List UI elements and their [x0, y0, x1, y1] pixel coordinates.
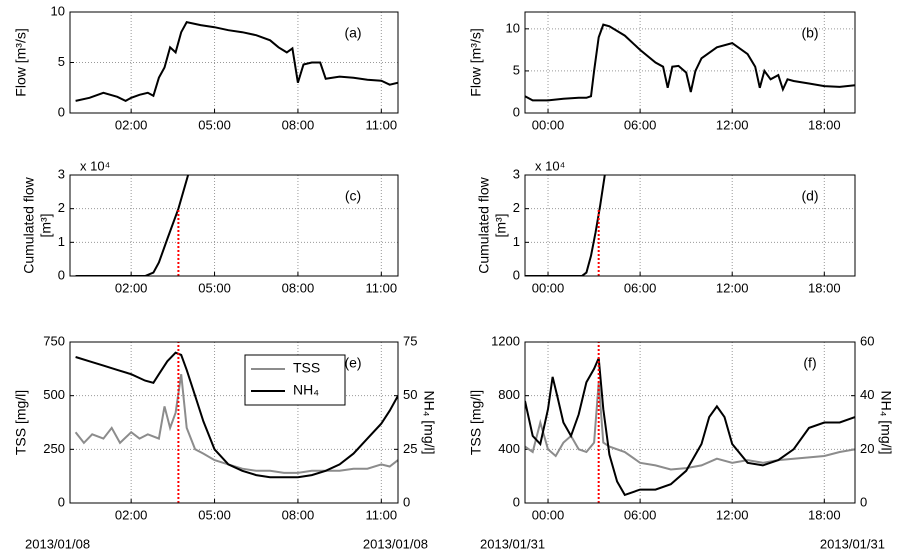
- y-tick-label: 250: [43, 441, 65, 456]
- y-axis-label: Cumulated flow: [21, 176, 37, 273]
- x-tick-label: 18:00: [808, 117, 841, 132]
- y2-tick-label: 75: [403, 333, 417, 348]
- y2-tick-label: 50: [403, 387, 417, 402]
- y-tick-label: 750: [43, 333, 65, 348]
- data-line: [75, 351, 398, 479]
- axis-multiplier: x 10⁴: [80, 158, 110, 173]
- plot-frame: [69, 341, 399, 504]
- x-tick-label: 18:00: [808, 280, 841, 295]
- panel-label: (d): [801, 188, 818, 204]
- y-tick-label: 10: [506, 20, 520, 35]
- panel-label: (c): [345, 188, 361, 204]
- legend-box: [244, 354, 346, 406]
- x-tick-label: 02:00: [115, 507, 148, 522]
- data-line: [525, 175, 606, 276]
- x-tick-label: 05:00: [198, 280, 231, 295]
- x-tick-label: 00:00: [532, 117, 565, 132]
- date-label: 2013/01/08: [363, 536, 428, 551]
- y-tick-label: 1200: [491, 333, 520, 348]
- x-tick-label: 00:00: [532, 507, 565, 522]
- legend-label: TSS: [293, 360, 320, 376]
- plot-frame: [524, 11, 856, 114]
- panel-label: (a): [344, 25, 361, 41]
- y-tick-label: 500: [43, 387, 65, 402]
- y-tick-label: 0: [58, 104, 65, 119]
- y-tick-label: 0: [513, 104, 520, 119]
- y-tick-label: 2: [58, 200, 65, 215]
- data-line: [525, 357, 855, 497]
- y-tick-label: 3: [58, 166, 65, 181]
- data-line: [74, 374, 398, 474]
- y2-tick-label: 20: [860, 441, 874, 456]
- y-axis-label: Flow [m³/s]: [13, 28, 29, 96]
- x-tick-label: 11:00: [366, 507, 398, 522]
- y-axis-label: Flow [m³/s]: [468, 28, 484, 96]
- data-line: [525, 23, 855, 102]
- y-axis-label: [m³]: [38, 213, 54, 237]
- y2-axis-label: NH₄ [mg/l]: [878, 390, 894, 454]
- y-tick-label: 0: [513, 267, 520, 282]
- plot-frame: [69, 11, 399, 114]
- y2-tick-label: 60: [860, 333, 874, 348]
- y-tick-label: 1: [513, 234, 520, 249]
- y2-tick-label: 0: [403, 494, 410, 509]
- plot-frame: [524, 341, 856, 504]
- y2-tick-label: 40: [860, 387, 874, 402]
- y-tick-label: 10: [51, 3, 65, 18]
- y-tick-label: 800: [498, 387, 520, 402]
- x-tick-label: 11:00: [366, 117, 398, 132]
- data-line: [75, 20, 398, 103]
- x-tick-label: 12:00: [716, 507, 749, 522]
- x-tick-label: 06:00: [624, 280, 657, 295]
- x-tick-label: 06:00: [624, 117, 657, 132]
- legend-label: NH₄: [293, 382, 319, 398]
- plot-frame: [524, 174, 856, 277]
- y-tick-label: 2: [513, 200, 520, 215]
- x-tick-label: 08:00: [282, 280, 315, 295]
- y2-axis-label: NH₄ [mg/l]: [421, 390, 437, 454]
- panel-label: (e): [344, 355, 361, 371]
- axis-multiplier: x 10⁴: [535, 158, 565, 173]
- y-axis-label: TSS [mg/l]: [13, 390, 29, 455]
- y-tick-label: 5: [513, 62, 520, 77]
- y-tick-label: 1: [58, 234, 65, 249]
- plot-frame: [69, 174, 399, 277]
- data-line: [525, 382, 855, 471]
- y-tick-label: 5: [58, 54, 65, 69]
- x-tick-label: 18:00: [808, 507, 841, 522]
- date-label: 2013/01/31: [480, 536, 545, 551]
- x-tick-label: 02:00: [115, 280, 148, 295]
- x-tick-label: 11:00: [366, 280, 398, 295]
- y-tick-label: 0: [58, 494, 65, 509]
- x-tick-label: 08:00: [282, 507, 315, 522]
- x-tick-label: 08:00: [282, 117, 315, 132]
- x-tick-label: 05:00: [198, 117, 231, 132]
- x-tick-label: 12:00: [716, 117, 749, 132]
- y2-tick-label: 0: [860, 494, 867, 509]
- x-tick-label: 00:00: [532, 280, 565, 295]
- y2-tick-label: 25: [403, 441, 417, 456]
- y-axis-label: [m³]: [493, 213, 509, 237]
- panel-label: (f): [803, 355, 816, 371]
- date-label: 2013/01/31: [820, 536, 885, 551]
- panel-label: (b): [801, 25, 818, 41]
- y-tick-label: 0: [58, 267, 65, 282]
- y-axis-label: Cumulated flow: [476, 176, 492, 273]
- y-tick-label: 400: [498, 441, 520, 456]
- y-axis-label: TSS [mg/l]: [468, 390, 484, 455]
- data-line: [75, 175, 190, 276]
- y-tick-label: 3: [513, 166, 520, 181]
- x-tick-label: 06:00: [624, 507, 657, 522]
- x-tick-label: 05:00: [198, 507, 231, 522]
- y-tick-label: 0: [513, 494, 520, 509]
- x-tick-label: 12:00: [716, 280, 749, 295]
- legend: TSS NH₄: [244, 354, 346, 406]
- x-tick-label: 02:00: [115, 117, 148, 132]
- date-label: 2013/01/08: [25, 536, 90, 551]
